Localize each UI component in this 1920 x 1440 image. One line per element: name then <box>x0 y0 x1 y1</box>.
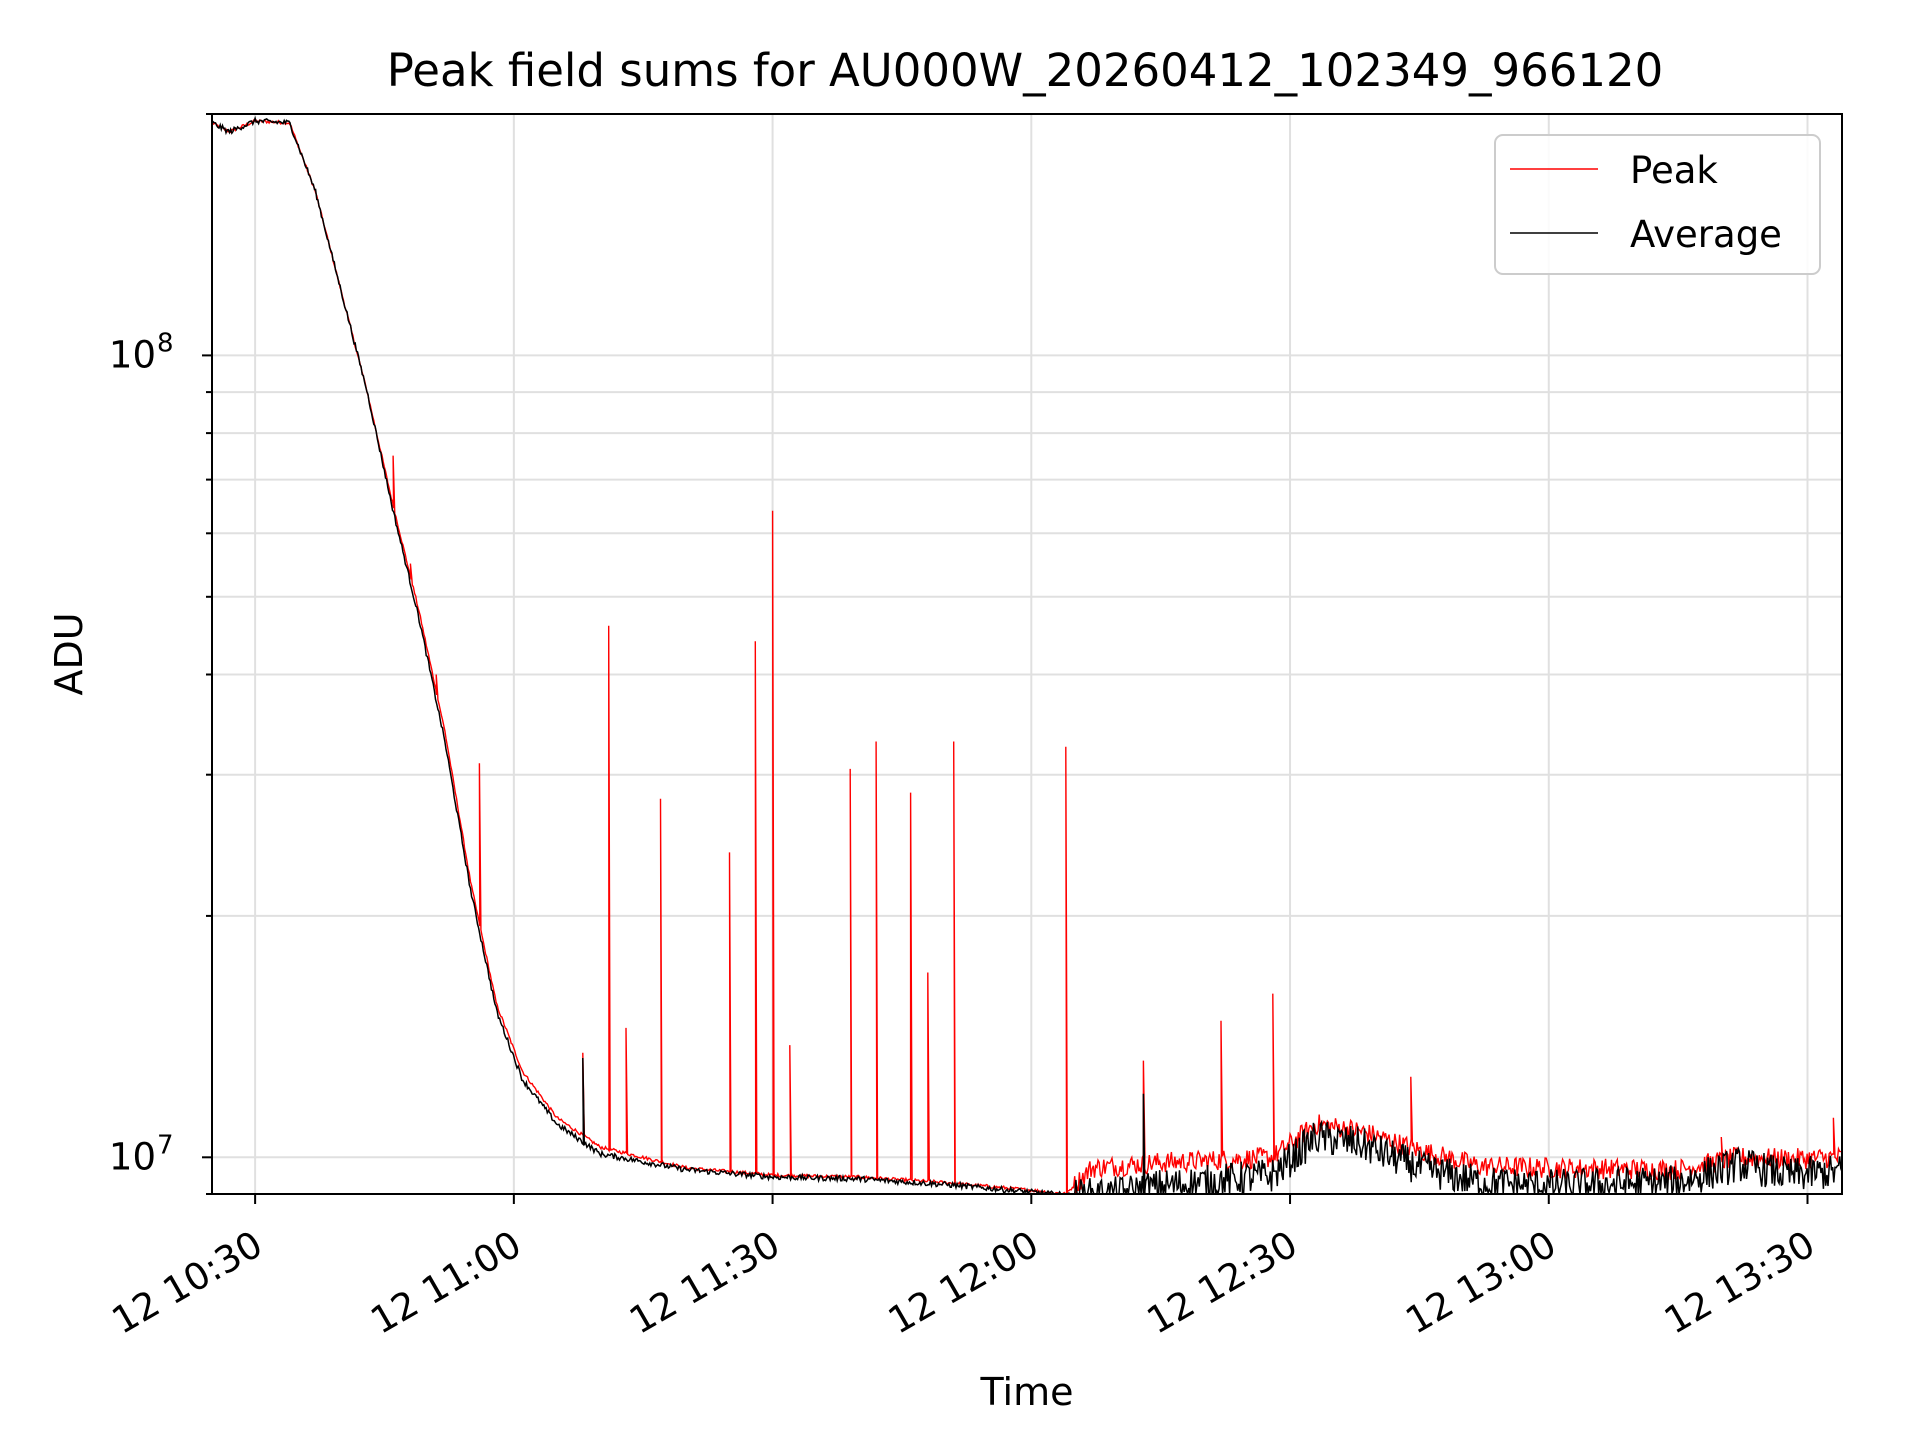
y-tick-exponent: 7 <box>157 1130 174 1160</box>
legend-label-peak: Peak <box>1630 149 1718 192</box>
y-tick-label: 10 <box>109 1135 156 1178</box>
chart-title: Peak field sums for AU000W_20260412_1023… <box>387 44 1664 97</box>
plot-frame <box>211 113 1843 1195</box>
y-tick-label: 10 <box>109 333 156 376</box>
legend-label-average: Average <box>1630 213 1782 256</box>
y-axis-label: ADU <box>47 612 91 695</box>
x-axis-label: Time <box>980 1370 1074 1414</box>
series-line-peak <box>212 118 1842 1194</box>
series-layer <box>212 115 1842 1194</box>
y-tick-exponent: 8 <box>157 328 174 358</box>
series-line-average <box>212 115 1842 1194</box>
legend: Peak Average <box>1494 134 1821 275</box>
